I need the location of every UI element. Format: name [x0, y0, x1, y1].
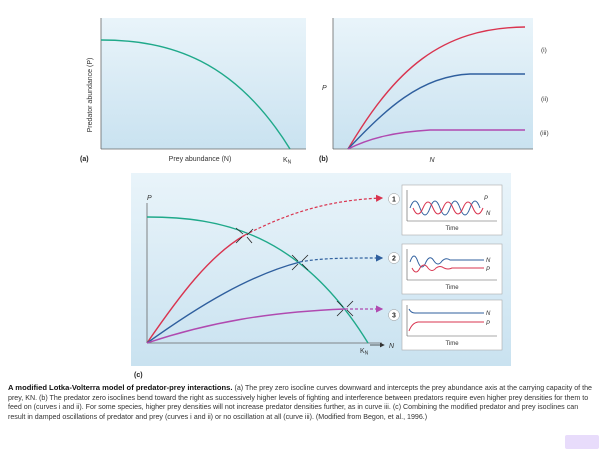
inset-3-time-label: Time	[445, 341, 459, 347]
panel-a: Predator abundance (P) Prey abundance (N…	[80, 18, 306, 166]
prey-isocline-curve	[100, 39, 291, 150]
equilibrium-arrows-i	[235, 227, 254, 244]
panel-c-k-main: K	[360, 348, 365, 355]
panel-c-curve-ii	[146, 261, 301, 344]
predator-isocline-ii	[347, 73, 525, 150]
panel-c-letter: (c)	[134, 372, 143, 379]
badge-1: 1	[388, 193, 400, 205]
panel-a-background	[101, 18, 306, 149]
equilibrium-arrows-ii	[291, 254, 309, 271]
caption-title: A modified Lotka-Volterra model of preda…	[8, 383, 233, 392]
badge-3-number: 3	[392, 313, 396, 320]
panel-c-k-label: KN	[360, 348, 369, 357]
panel-b-ylabel: P	[322, 85, 327, 92]
equilibrium-arrows-iii	[336, 300, 354, 317]
figure: Predator abundance (P) Prey abundance (N…	[80, 18, 549, 379]
panel-a-k-main: K	[283, 157, 288, 164]
inset-2-p-label: P	[486, 267, 490, 273]
panel-c-curve-i	[146, 234, 246, 344]
selection-highlight	[565, 435, 599, 449]
panel-c-k-sub: N	[365, 351, 369, 357]
inset-1-prey-line	[409, 200, 481, 216]
inset-1: P N Time	[401, 184, 503, 236]
inset-3-p-label: P	[486, 321, 490, 327]
inset-3-predator-line	[408, 321, 484, 332]
curve-i-label: (i)	[541, 47, 547, 54]
badge-2-number: 2	[392, 256, 396, 263]
panel-c-xlabel: N	[389, 343, 395, 350]
panel-c-curve-ii-dashed	[299, 254, 384, 263]
inset-2-n-label: N	[486, 258, 491, 264]
panel-c-ylabel: P	[147, 195, 152, 202]
panel-b-background	[333, 18, 533, 149]
panel-a-k-label: KN	[283, 157, 292, 166]
panel-c: P N KN (c) 1 2 3 P N Time	[131, 173, 511, 379]
inset-2-prey-line	[409, 255, 484, 268]
inset-2: N P Time	[401, 243, 503, 295]
inset-1-time-label: Time	[445, 226, 459, 232]
predator-isocline-i	[347, 26, 526, 150]
panel-b-letter: (b)	[319, 156, 328, 163]
panel-a-letter: (a)	[80, 156, 89, 163]
inset-2-predator-line	[411, 264, 484, 273]
panel-b-xlabel: N	[429, 157, 435, 164]
inset-1-p-label: P	[484, 196, 488, 202]
panel-c-curve-iii	[146, 308, 346, 344]
inset-1-n-label: N	[486, 211, 491, 217]
panel-a-k-sub: N	[288, 160, 292, 166]
badge-2: 2	[388, 252, 400, 264]
panel-b: P N (i) (ii) (iii) (b)	[319, 18, 549, 164]
inset-3-prey-line	[408, 308, 484, 314]
predator-isocline-iii	[347, 129, 525, 150]
figure-caption: A modified Lotka-Volterra model of preda…	[8, 383, 594, 422]
badge-3: 3	[388, 309, 400, 321]
caption-body: (a) The prey zero isocline curves downwa…	[8, 384, 592, 421]
inset-2-time-label: Time	[445, 285, 459, 291]
panel-a-ylabel: Predator abundance (P)	[87, 58, 94, 133]
inset-3-n-label: N	[486, 311, 491, 317]
curve-iii-label: (iii)	[540, 130, 549, 137]
curve-ii-label: (ii)	[541, 96, 548, 103]
inset-3: N P Time	[401, 299, 503, 351]
panel-a-xlabel: Prey abundance (N)	[169, 156, 232, 163]
badge-1-number: 1	[392, 197, 396, 204]
panel-c-curve-i-dashed	[244, 194, 384, 236]
inset-1-predator-line	[412, 201, 484, 215]
